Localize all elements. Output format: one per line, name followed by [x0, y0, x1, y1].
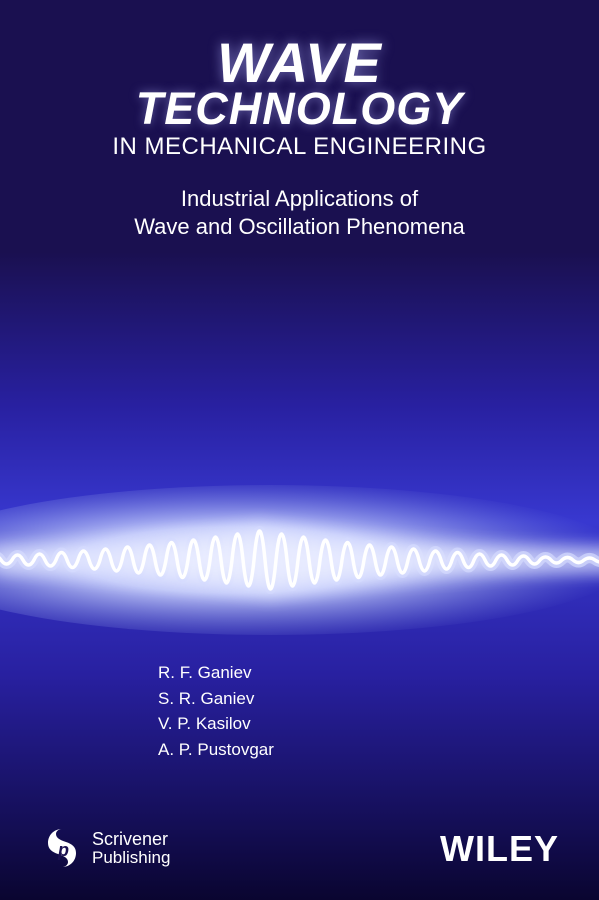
title-subline: IN MECHANICAL ENGINEERING [0, 133, 599, 161]
title-block: WAVE TECHNOLOGY IN MECHANICAL ENGINEERIN… [0, 0, 599, 240]
scrivener-text: Scrivener Publishing [92, 830, 170, 867]
authors-list: R. F. Ganiev S. R. Ganiev V. P. Kasilov … [158, 660, 274, 762]
author-3: V. P. Kasilov [158, 711, 274, 737]
title-word-technology: TECHNOLOGY [0, 88, 599, 131]
wave-graphic [0, 470, 599, 650]
scrivener-icon: p [40, 826, 84, 870]
subtitle-line2: Wave and Oscillation Phenomena [0, 213, 599, 241]
scrivener-publishing: Publishing [92, 849, 170, 867]
wiley-logo: WILEY [440, 828, 559, 870]
scrivener-name: Scrivener [92, 830, 170, 849]
scrivener-logo: p Scrivener Publishing [40, 826, 170, 870]
title-word-wave: WAVE [0, 38, 599, 88]
author-4: A. P. Pustovgar [158, 737, 274, 763]
publisher-logos: p Scrivener Publishing WILEY [0, 826, 599, 870]
svg-text:p: p [57, 840, 69, 860]
author-1: R. F. Ganiev [158, 660, 274, 686]
subtitle-line1: Industrial Applications of [0, 185, 599, 213]
subtitle: Industrial Applications of Wave and Osci… [0, 185, 599, 240]
author-2: S. R. Ganiev [158, 686, 274, 712]
